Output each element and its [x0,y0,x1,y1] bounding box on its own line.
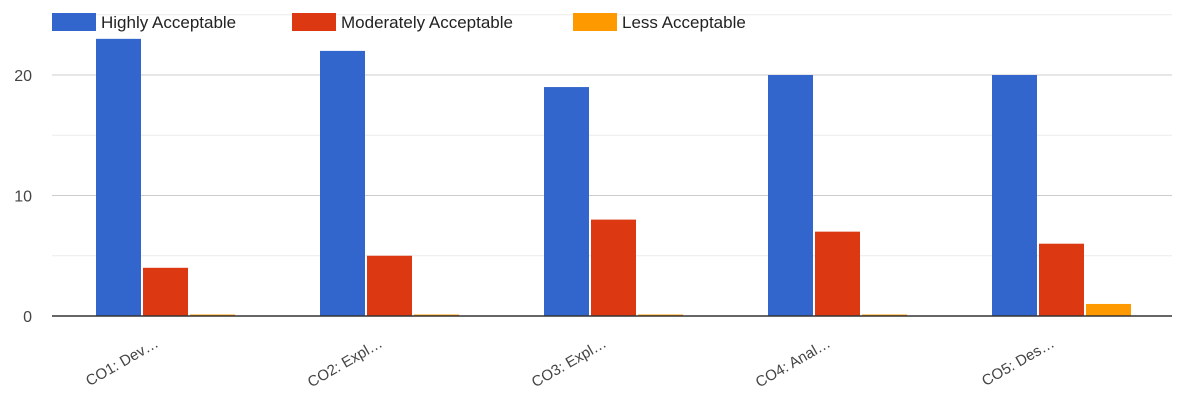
bars [96,38,1131,317]
bar-moderately-acceptable[interactable] [815,231,860,316]
legend-swatch [292,13,336,31]
bar-less-acceptable[interactable] [1086,303,1131,316]
bar-highly-acceptable[interactable] [544,87,589,316]
bar-moderately-acceptable[interactable] [591,219,636,316]
legend: Highly Acceptable Moderately Acceptable Le… [52,13,746,32]
x-tick-label: CO3: Expl… [529,335,610,391]
x-tick-label: CO4: Anal… [753,335,834,391]
y-tick-label: 10 [14,189,32,206]
bar-moderately-acceptable[interactable] [143,267,188,316]
legend-label: Highly Acceptable [101,13,236,32]
y-tick-label: 0 [23,309,32,326]
bar-highly-acceptable[interactable] [992,75,1037,316]
y-tick-label: 20 [14,68,32,85]
x-tick-label: CO5: Des… [979,335,1058,390]
bar-highly-acceptable[interactable] [96,38,141,316]
legend-label: Moderately Acceptable [341,13,513,32]
bar-moderately-acceptable[interactable] [367,255,412,316]
x-tick-label: CO2: Expl… [305,335,386,391]
legend-swatch [573,13,617,31]
x-tick-label: CO1: Dev… [83,335,162,390]
legend-swatch [52,13,96,31]
bar-highly-acceptable[interactable] [320,50,365,317]
bar-highly-acceptable[interactable] [768,75,813,316]
bar-moderately-acceptable[interactable] [1039,243,1084,316]
legend-label: Less Acceptable [622,13,746,32]
